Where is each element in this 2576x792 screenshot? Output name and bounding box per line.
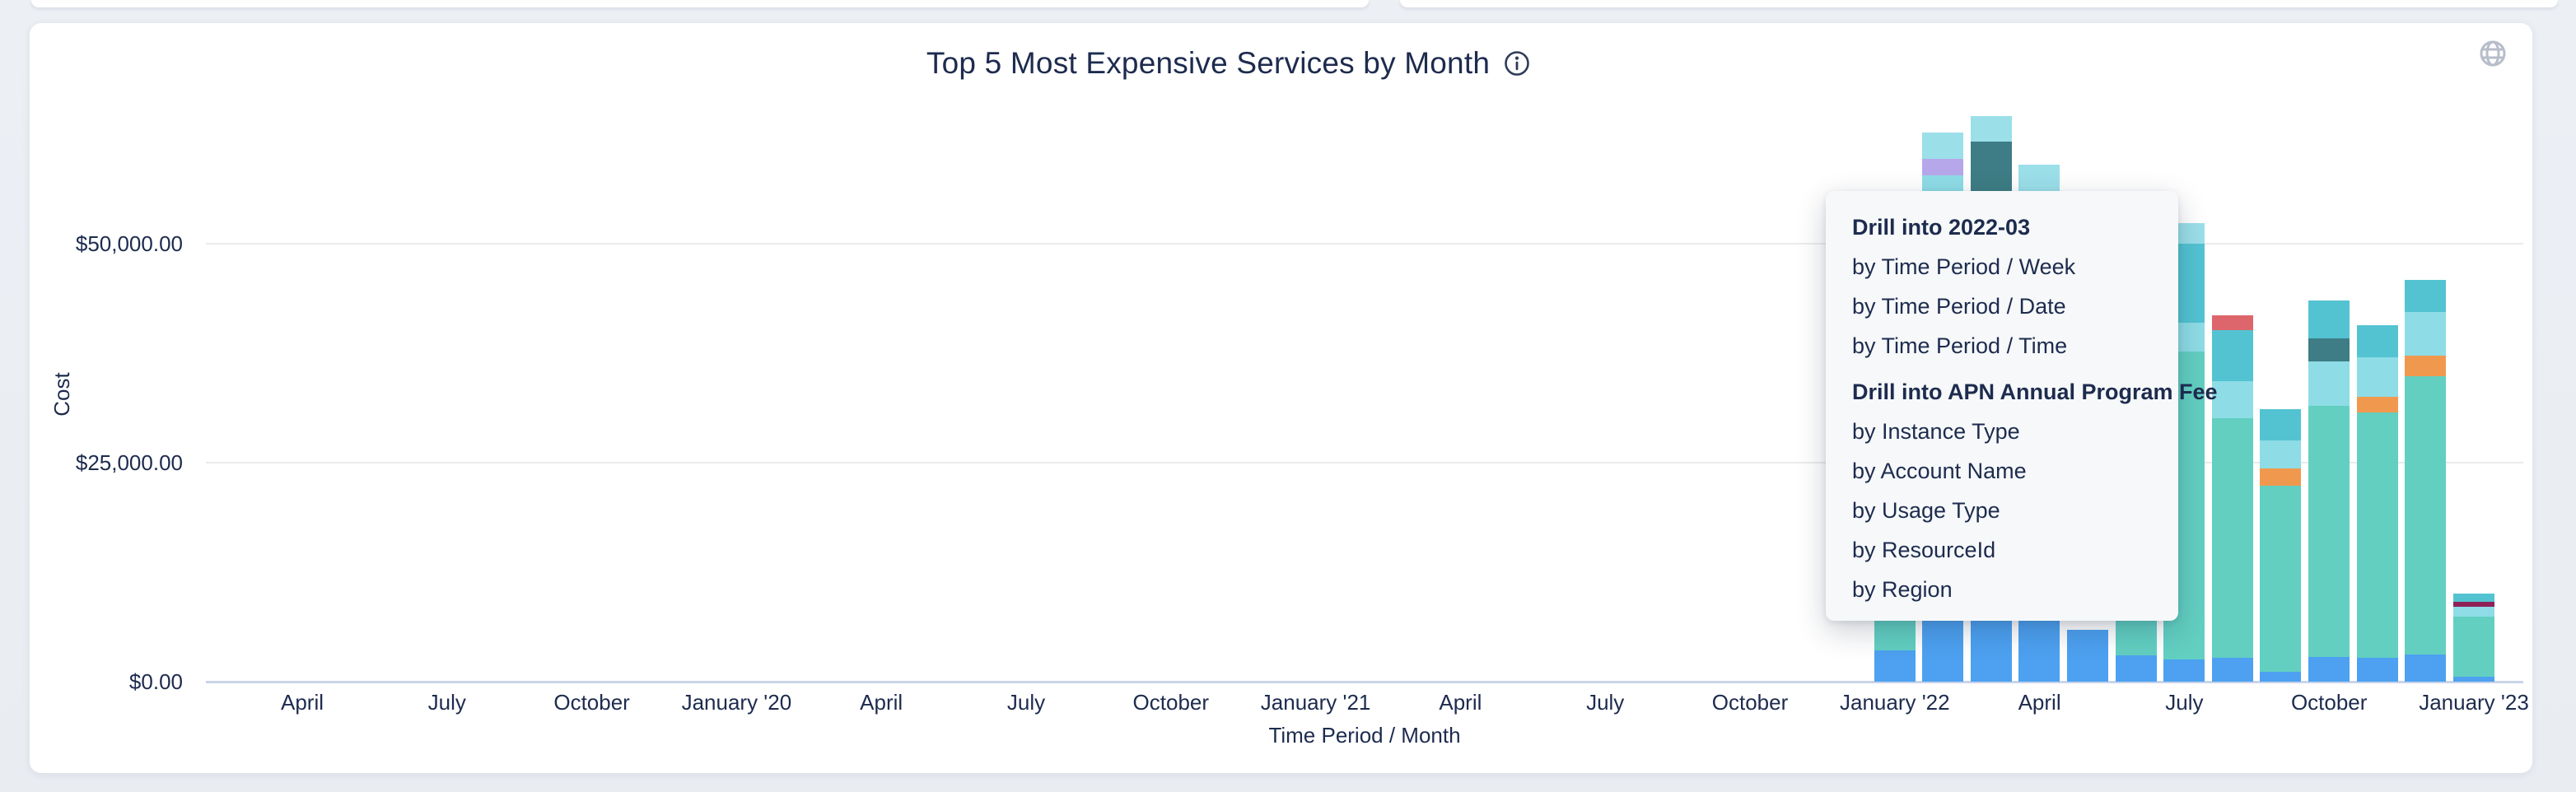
bar-segment-teal[interactable] [2308,405,2350,658]
x-tick-label: October [1132,690,1210,715]
menu-item-by-time-period-week[interactable]: by Time Period / Week [1852,254,2076,279]
bar-segment-orange[interactable] [2356,397,2398,413]
bar-january-23[interactable] [2452,593,2494,682]
bar-segment-medcyan[interactable] [2308,300,2350,338]
bar-segment-blue[interactable] [1970,611,2012,682]
top-card-edge-left [31,0,1369,7]
bar-segment-blue[interactable] [2115,655,2157,682]
x-tick-label: April [2018,690,2061,715]
x-tick-label: July [1006,690,1046,715]
bar-segment-medcyan[interactable] [2211,330,2253,382]
menu-item-by-account-name[interactable]: by Account Name [1852,459,2027,483]
bar-segment-purple[interactable] [1922,158,1964,176]
x-tick-label: April [280,690,324,715]
chart-title: Top 5 Most Expensive Services by Month [926,46,1491,80]
y-tick-label: $0.00 [128,669,183,694]
x-tick-label: January '23 [2419,690,2529,715]
bar-segment-teal[interactable] [2452,617,2494,677]
bar-segment-lightcyan[interactable] [2405,312,2447,356]
x-tick-label: January '20 [681,690,792,715]
bar-segment-medcyan[interactable] [2452,593,2494,603]
bar-segment-blue[interactable] [2018,611,2060,682]
x-tick-label: January '21 [1260,690,1371,715]
x-tick-label: April [1439,690,1482,715]
bar-october-22[interactable] [2308,300,2350,682]
bar-segment-teal[interactable] [2405,375,2447,655]
x-tick-label: October [553,690,630,715]
bar-segment-red[interactable] [2211,315,2253,331]
x-tick-label: October [1711,690,1789,715]
bar-segment-medcyan[interactable] [2405,279,2447,313]
bar-segment-maroon[interactable] [2452,602,2494,607]
bar-segment-blue[interactable] [2405,655,2447,682]
menu-item-by-region[interactable]: by Region [1852,577,1953,602]
bar-segment-lightcyan[interactable] [2260,440,2302,469]
gridline [206,243,2523,245]
drill-context-menu: Drill into 2022-03 by Time Period / Week b… [1826,191,2218,621]
menu-header-drill-into-2022-03: Drill into 2022-03 [1852,215,2031,240]
y-tick-label: $50,000.00 [75,231,183,256]
x-axis-title: Time Period / Month [1268,723,1461,748]
bar-november-22[interactable] [2356,325,2398,682]
bar-segment-blue[interactable] [2163,659,2205,682]
bar-segment-blue[interactable] [2308,657,2350,682]
bar-may-22[interactable] [2067,630,2108,682]
bar-segment-topcyan[interactable] [1922,132,1964,159]
chart-header: Top 5 Most Expensive Services by Month [0,46,2517,81]
bar-segment-blue[interactable] [2260,672,2302,682]
bar-august-22[interactable] [2211,315,2253,682]
menu-item-by-resourceid[interactable]: by ResourceId [1852,538,1996,562]
bar-segment-teal[interactable] [2356,412,2398,659]
bar-segment-orange[interactable] [2405,356,2447,376]
menu-item-by-time-period-time[interactable]: by Time Period / Time [1852,333,2068,358]
bar-segment-orange[interactable] [2260,468,2302,486]
menu-item-by-usage-type[interactable]: by Usage Type [1852,498,2000,523]
y-axis-title: Cost [49,372,74,417]
bar-segment-darkteal[interactable] [1970,141,2012,198]
x-axis-line [206,681,2523,683]
bar-september-22[interactable] [2260,409,2302,682]
bar-december-22[interactable] [2405,279,2447,682]
bar-segment-lightcyan[interactable] [2308,361,2350,406]
bar-segment-teal[interactable] [2211,417,2253,659]
bar-segment-lightcyan[interactable] [2452,606,2494,617]
x-tick-label: April [860,690,903,715]
bar-segment-medcyan[interactable] [2356,325,2398,358]
bar-segment-darkteal[interactable] [2308,338,2350,361]
y-tick-label: $25,000.00 [75,450,183,475]
bar-segment-topcyan[interactable] [1970,115,2012,142]
x-tick-label: January '22 [1839,690,1950,715]
menu-item-by-time-period-date[interactable]: by Time Period / Date [1852,294,2066,319]
bar-segment-blue[interactable] [2356,658,2398,682]
bar-segment-lightcyan[interactable] [2356,357,2398,398]
info-icon[interactable] [1503,49,1531,77]
x-tick-label: July [1586,690,1625,715]
bar-segment-blue[interactable] [2452,676,2494,682]
bar-segment-blue[interactable] [1874,650,1916,682]
gridline [206,462,2523,464]
bar-segment-lightcyan[interactable] [2211,381,2253,418]
top-card-edge-right [1400,0,2558,7]
globe-icon[interactable] [2479,40,2507,68]
x-tick-label: October [2290,690,2368,715]
bar-segment-blue[interactable] [2211,658,2253,682]
x-tick-label: July [427,690,466,715]
menu-header-drill-into-apn-annual-program-fee: Drill into APN Annual Program Fee [1852,380,2218,404]
bar-segment-blue[interactable] [2067,630,2108,682]
x-tick-label: July [2165,690,2204,715]
bar-segment-medcyan[interactable] [2260,409,2302,441]
bar-segment-teal[interactable] [2260,485,2302,673]
menu-item-by-instance-type[interactable]: by Instance Type [1852,419,2020,444]
